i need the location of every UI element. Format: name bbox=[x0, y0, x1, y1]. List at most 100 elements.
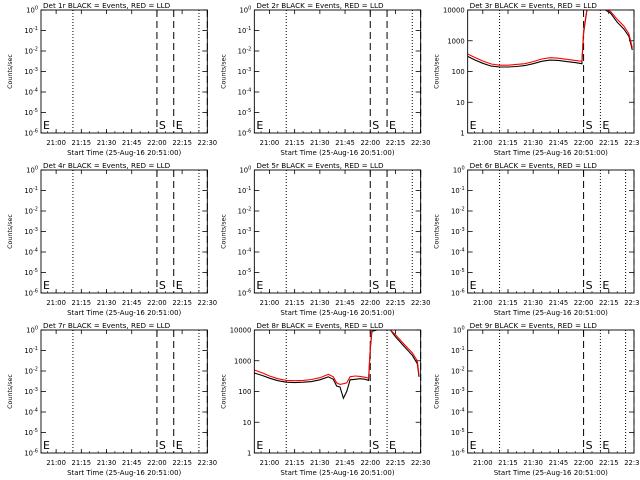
panel-title: Det 7r BLACK = Events, RED = LLD bbox=[43, 321, 171, 330]
x-tick-label: 21:15 bbox=[285, 139, 305, 147]
x-tick-label: 22:15 bbox=[599, 459, 619, 467]
x-tick-label: 22:15 bbox=[172, 139, 192, 147]
y-axis-label: Counts/sec bbox=[434, 374, 441, 409]
series-lld-line bbox=[254, 330, 420, 385]
y-tick-label: 10-3 bbox=[451, 227, 465, 236]
x-tick-label: 21:30 bbox=[523, 139, 543, 147]
x-tick-label: 22:30 bbox=[198, 459, 218, 467]
y-tick-label: 10-6 bbox=[238, 129, 252, 138]
x-axis-label: Start Time (25-Aug-16 20:51:00) bbox=[67, 469, 181, 477]
x-tick-label: 21:45 bbox=[549, 459, 569, 467]
panel-title: Det 4r BLACK = Events, RED = LLD bbox=[43, 161, 171, 170]
panel-title: Det 9r BLACK = Events, RED = LLD bbox=[470, 321, 598, 330]
series-lld-line bbox=[467, 10, 633, 66]
y-tick-label: 10-5 bbox=[451, 268, 465, 277]
end-marker-label: E bbox=[470, 439, 477, 452]
y-tick-label: 10-5 bbox=[238, 268, 252, 277]
x-tick-label: 21:45 bbox=[335, 299, 355, 307]
x-tick-label: 21:30 bbox=[523, 459, 543, 467]
panel-det-8: Det 8r BLACK = Events, RED = LLD Counts/s… bbox=[220, 321, 430, 477]
x-tick-label: 21:30 bbox=[97, 299, 117, 307]
start-marker-label: S bbox=[159, 439, 166, 452]
y-tick-label: 10-3 bbox=[451, 387, 465, 396]
plot-frame bbox=[467, 9, 635, 134]
x-axis-label: Start Time (25-Aug-16 20:51:00) bbox=[494, 469, 608, 477]
y-tick-label: 10-4 bbox=[24, 88, 38, 97]
panel-det-6: Det 6r BLACK = Events, RED = LLD Counts/s… bbox=[434, 161, 640, 317]
y-tick-label: 10-6 bbox=[451, 289, 465, 298]
x-tick-label: 22:00 bbox=[147, 459, 167, 467]
x-tick-label: 22:15 bbox=[386, 459, 406, 467]
y-tick-label: 10-4 bbox=[238, 248, 252, 257]
x-tick-label: 22:15 bbox=[172, 299, 192, 307]
y-tick-label: 10-1 bbox=[451, 186, 465, 195]
y-axis-label: Counts/sec bbox=[434, 214, 441, 249]
y-tick-label: 10-6 bbox=[451, 449, 465, 458]
start-marker-label: S bbox=[159, 279, 166, 292]
x-tick-label: 22:15 bbox=[599, 139, 619, 147]
x-tick-label: 22:30 bbox=[198, 139, 218, 147]
end-marker-label: E bbox=[256, 439, 263, 452]
y-tick-label: 100 bbox=[26, 6, 38, 15]
x-tick-label: 22:00 bbox=[147, 299, 167, 307]
plot-frame bbox=[253, 169, 422, 294]
panel-det-2: Det 2r BLACK = Events, RED = LLD Counts/s… bbox=[220, 1, 430, 157]
x-tick-label: 22:00 bbox=[360, 459, 380, 467]
x-tick-label: 21:30 bbox=[97, 459, 117, 467]
y-tick-label: 10-3 bbox=[238, 67, 252, 76]
y-tick-label: 100 bbox=[453, 166, 465, 175]
y-tick-label: 10-6 bbox=[24, 129, 38, 138]
y-tick-label: 10-2 bbox=[24, 207, 38, 216]
panel-title: Det 1r BLACK = Events, RED = LLD bbox=[43, 1, 171, 10]
y-axis-label: Counts/sec bbox=[220, 214, 227, 249]
x-axis-label: Start Time (25-Aug-16 20:51:00) bbox=[280, 469, 394, 477]
x-tick-label: 22:15 bbox=[172, 459, 192, 467]
end-marker-label: E bbox=[602, 119, 609, 132]
end-marker-label: E bbox=[389, 279, 396, 292]
x-tick-label: 21:00 bbox=[46, 139, 66, 147]
start-marker-label: S bbox=[372, 119, 379, 132]
y-tick-label: 10-1 bbox=[24, 186, 38, 195]
x-tick-label: 21:15 bbox=[498, 299, 518, 307]
end-marker-label: E bbox=[43, 439, 50, 452]
start-marker-label: S bbox=[372, 279, 379, 292]
x-tick-label: 21:15 bbox=[72, 139, 92, 147]
y-tick-label: 10-4 bbox=[24, 248, 38, 257]
x-tick-label: 21:00 bbox=[46, 459, 66, 467]
y-tick-label: 1 bbox=[460, 130, 464, 138]
y-tick-label: 10-2 bbox=[451, 207, 465, 216]
x-tick-label: 21:00 bbox=[473, 299, 493, 307]
panel-title: Det 6r BLACK = Events, RED = LLD bbox=[470, 161, 598, 170]
y-tick-label: 10-3 bbox=[24, 387, 38, 396]
y-axis-label: Counts/sec bbox=[7, 54, 14, 89]
y-tick-label: 10-5 bbox=[24, 428, 38, 437]
end-marker-label: E bbox=[43, 279, 50, 292]
y-tick-label: 10-1 bbox=[238, 26, 252, 35]
end-marker-label: E bbox=[602, 439, 609, 452]
y-tick-label: 10 bbox=[243, 419, 252, 427]
start-marker-label: S bbox=[159, 119, 166, 132]
x-tick-label: 22:00 bbox=[574, 299, 594, 307]
end-marker-label: E bbox=[470, 119, 477, 132]
start-marker-label: S bbox=[372, 439, 379, 452]
x-tick-label: 21:30 bbox=[310, 299, 330, 307]
y-axis-label: Counts/sec bbox=[434, 54, 441, 89]
end-marker-label: E bbox=[389, 119, 396, 132]
x-tick-label: 21:30 bbox=[310, 459, 330, 467]
x-tick-label: 22:30 bbox=[411, 299, 431, 307]
y-tick-label: 10-1 bbox=[451, 346, 465, 355]
x-tick-label: 21:00 bbox=[260, 139, 280, 147]
y-tick-label: 10-2 bbox=[24, 367, 38, 376]
panel-det-9: Det 9r BLACK = Events, RED = LLD Counts/s… bbox=[434, 321, 640, 477]
x-tick-label: 21:45 bbox=[122, 139, 142, 147]
series-events-line bbox=[254, 330, 420, 400]
plot-frame bbox=[467, 329, 635, 454]
x-tick-label: 21:30 bbox=[523, 299, 543, 307]
y-tick-label: 10-3 bbox=[24, 227, 38, 236]
x-tick-label: 21:15 bbox=[285, 299, 305, 307]
x-tick-label: 21:00 bbox=[46, 299, 66, 307]
x-tick-label: 21:00 bbox=[260, 459, 280, 467]
end-marker-label: E bbox=[256, 119, 263, 132]
y-tick-label: 100 bbox=[26, 326, 38, 335]
